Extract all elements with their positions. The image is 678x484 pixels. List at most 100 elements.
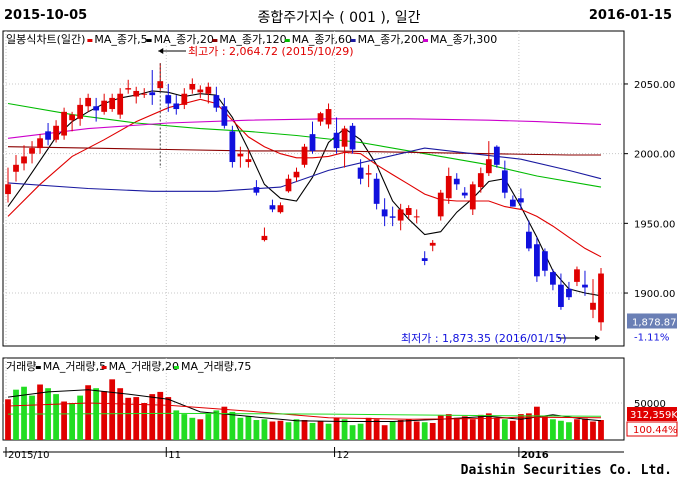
volume-bar (181, 414, 188, 440)
candle-body (261, 235, 268, 241)
legend-item: MA_거래량,75 (181, 360, 251, 373)
start-date: 2015-10-05 (4, 8, 88, 23)
legend-swatch (423, 39, 428, 42)
candle-body (61, 111, 67, 136)
volume-bar (229, 411, 236, 440)
candle-body (109, 97, 116, 110)
candle-body (357, 167, 364, 179)
volume-change-label: 100.44% (633, 425, 678, 436)
volume-bar (317, 421, 324, 440)
volume-bar (309, 422, 316, 440)
volume-bar (197, 419, 204, 440)
volume-bar (61, 401, 67, 440)
volume-bar (13, 389, 19, 440)
candle-body (558, 284, 564, 307)
candle-body (213, 95, 220, 108)
candle-body (277, 205, 284, 213)
volume-bar (69, 403, 75, 440)
candle-body (285, 178, 292, 192)
low-label: 최저가 : 1,873.35 (2016/01/15) (401, 332, 567, 345)
volume-bar (397, 420, 404, 440)
ma-line-5 (7, 90, 602, 297)
legend-item: MA_종가,5 (94, 33, 147, 46)
volume-bar (165, 397, 172, 440)
volume-bar (421, 422, 428, 440)
volume-change-box (626, 421, 678, 437)
candle-body (517, 198, 524, 203)
legend-item: MA_종가,120 (219, 33, 286, 46)
legend-item: MA_종가,60 (292, 33, 352, 46)
candle-body (389, 216, 396, 218)
month-tick-label: 2015/10 (8, 450, 50, 461)
month-tick-label: 2016 (521, 450, 549, 461)
price-tick-label: 1950.00 (634, 219, 675, 230)
volume-bar (213, 410, 220, 440)
volume-bar (566, 422, 572, 440)
candle-body (413, 216, 420, 218)
candle-body (453, 178, 460, 185)
volume-bar (5, 399, 11, 440)
volume-bar (413, 421, 420, 440)
high-label: 최고가 : 2,064.72 (2015/10/29) (188, 45, 354, 58)
candle-body (429, 242, 436, 246)
volume-bar (269, 421, 276, 440)
volume-bar (437, 415, 444, 440)
volume-bar (293, 419, 300, 440)
price-panel-frame (2, 30, 625, 347)
candle-body (269, 205, 276, 210)
volume-bar (37, 384, 43, 440)
candle-body (13, 164, 19, 172)
volume-bar (109, 379, 116, 440)
candle-body (37, 138, 43, 149)
legend-swatch (284, 39, 290, 42)
candle-body (566, 288, 572, 298)
candle-body (373, 178, 380, 204)
candle-body (509, 199, 516, 207)
candle-body (461, 192, 468, 196)
volume-bar (582, 418, 588, 440)
volume-bar (517, 414, 524, 440)
volume-bar (558, 420, 564, 440)
chart-title: 종합주가지수 ( 001 ), 일간 (257, 10, 421, 26)
volume-bar (253, 420, 260, 440)
volume-bar (77, 395, 84, 440)
candle-body (485, 159, 492, 174)
candle-body (598, 273, 604, 323)
candle-body (550, 272, 556, 285)
footer-brand: Daishin Securities Co. Ltd. (460, 463, 672, 478)
volume-bar (141, 403, 148, 440)
chart-header: 2015-10-05 종합주가지수 ( 001 ), 일간 2016-01-15 (0, 0, 678, 30)
volume-bar (325, 423, 332, 440)
candle-body (590, 302, 596, 310)
volume-bar (261, 419, 268, 440)
volume-bar (285, 422, 292, 440)
price-tick-label: 1900.00 (634, 289, 675, 300)
legend-swatch (35, 366, 41, 369)
low-arrowhead (595, 335, 600, 341)
legend-item: MA_종가,200 (358, 33, 425, 46)
volume-ma20-line (7, 402, 602, 420)
volume-legend-prefix: 거래량 (6, 360, 36, 373)
volume-bar (205, 414, 212, 440)
candle-body (333, 132, 340, 149)
candle-body (229, 131, 236, 163)
candle-body (245, 159, 252, 163)
last-price-box (627, 313, 677, 329)
last-volume-label: 312,359K (630, 410, 678, 421)
candle-body (149, 92, 156, 96)
candle-body (293, 171, 300, 178)
volume-bar (101, 391, 108, 440)
candle-body (574, 269, 580, 282)
candle-body (69, 114, 75, 121)
candle-body (397, 209, 404, 221)
candle-body (365, 173, 372, 175)
candle-body (542, 251, 548, 271)
candle-body (53, 125, 59, 140)
candle-body (309, 134, 316, 151)
volume-bar (237, 417, 244, 440)
candle-body (534, 244, 540, 277)
candle-body (501, 170, 508, 193)
candle-body (477, 173, 484, 188)
candle-body (173, 103, 180, 110)
